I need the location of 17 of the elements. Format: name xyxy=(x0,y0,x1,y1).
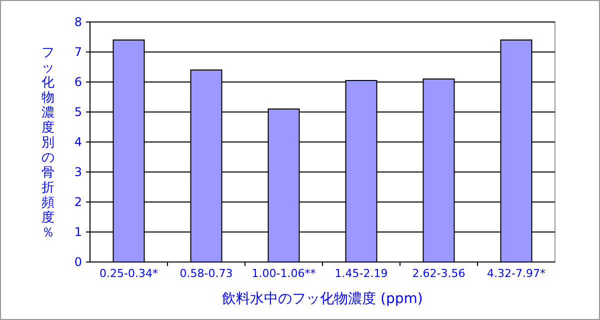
x-tick-label: 1.00-1.06** xyxy=(252,267,316,280)
y-tick-label: 2 xyxy=(74,195,82,209)
x-tick-label: 0.58-0.73 xyxy=(180,267,233,280)
x-tick-label: 2.62-3.56 xyxy=(412,267,466,280)
x-tick-label: 4.32-7.97* xyxy=(487,267,546,280)
y-tick-label: 0 xyxy=(74,255,82,269)
x-axis-title: 飲料水中のフッ化物濃度 (ppm) xyxy=(222,291,423,307)
y-tick-label: 4 xyxy=(74,135,82,149)
y-tick-label: 1 xyxy=(74,225,82,239)
y-tick-label: 8 xyxy=(74,15,82,29)
y-tick-label: 5 xyxy=(74,105,82,119)
x-tick-label: 0.25-0.34* xyxy=(100,267,158,280)
x-tick-label: 1.45-2.19 xyxy=(334,267,388,280)
y-tick-label: 7 xyxy=(74,45,82,59)
y-tick-label: 6 xyxy=(74,75,82,89)
text: フッ化物濃度別の骨折頻度％ xyxy=(42,46,54,240)
y-tick-label: 3 xyxy=(74,165,82,179)
